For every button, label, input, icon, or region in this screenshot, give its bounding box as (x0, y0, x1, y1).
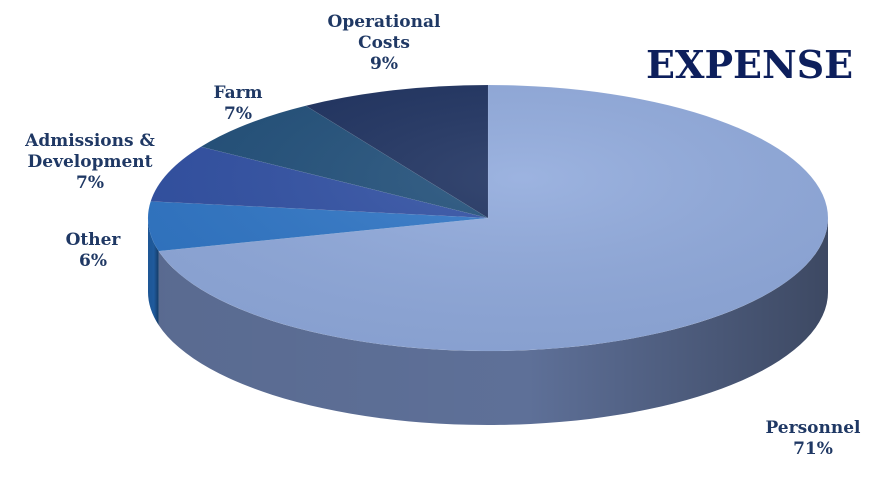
slice-category-text: Costs (358, 33, 410, 53)
slice-category-text: Admissions & (25, 131, 155, 151)
slice-category-text: Personnel (765, 418, 861, 438)
pie-overlay (148, 85, 828, 351)
pie-side (148, 218, 828, 426)
pie-top-shading (148, 85, 828, 351)
slice-label-personnel: Personnel 71% (758, 418, 868, 460)
pie-side-shading (158, 218, 828, 426)
slice-category-text: Farm (213, 83, 263, 103)
slice-category-text: Other (65, 230, 121, 250)
chart-title: EXPENSE (646, 42, 854, 87)
pie-side-shading (148, 218, 159, 326)
slice-percent-text: 6% (79, 251, 107, 271)
slice-category-text: Operational (327, 12, 441, 32)
slice-percent-text: 71% (793, 439, 833, 459)
slice-label-admissions-development: Admissions & Development 7% (0, 131, 180, 194)
slice-label-farm: Farm 7% (193, 83, 283, 125)
slice-percent-text: 7% (76, 173, 104, 193)
slice-label-operational-costs: Operational Costs 9% (314, 12, 454, 75)
slice-label-other: Other 6% (58, 230, 128, 272)
slice-category-text: Development (27, 152, 153, 172)
slice-percent-text: 7% (224, 104, 252, 124)
slice-percent-text: 9% (370, 54, 398, 74)
